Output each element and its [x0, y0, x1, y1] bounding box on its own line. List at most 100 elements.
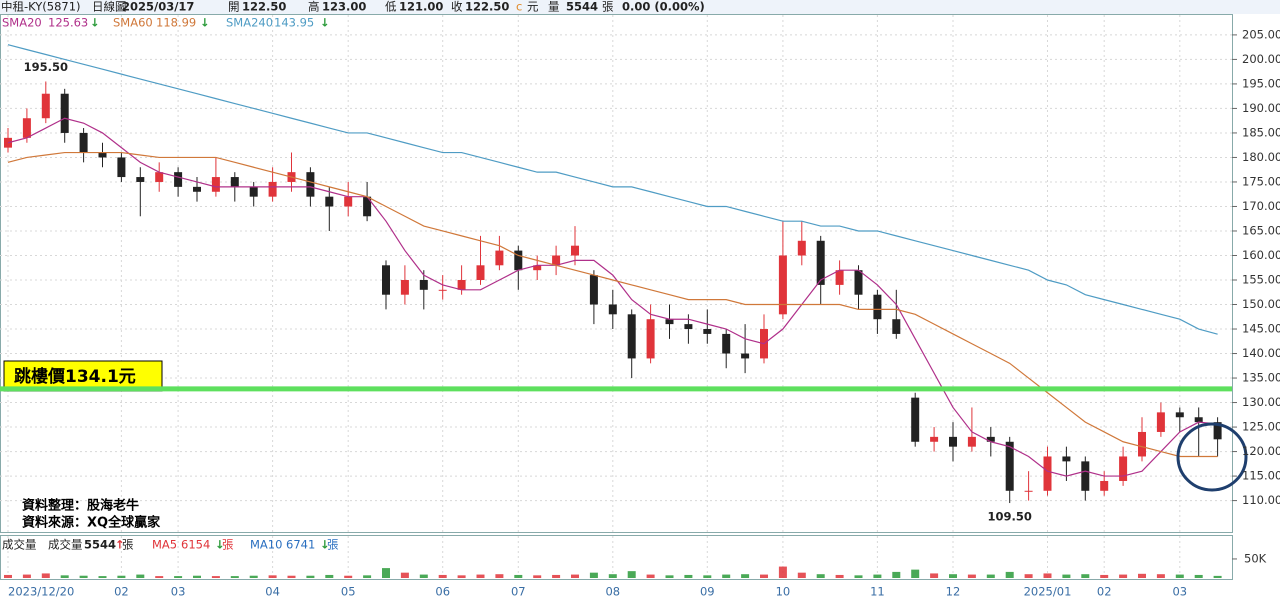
candle-body: [1175, 412, 1184, 418]
legend-trend: ↓: [320, 16, 330, 30]
candle-body: [438, 289, 447, 291]
high: 123.00: [322, 0, 366, 14]
volume-bar: [514, 574, 523, 578]
low-label: 低: [385, 0, 397, 14]
y-tick-label: 205.00: [1242, 27, 1280, 41]
x-tick-label: 12: [946, 585, 961, 598]
candle-body: [419, 280, 428, 290]
y-tick-label: 195.00: [1242, 76, 1280, 90]
open-label: 開: [228, 0, 240, 14]
volume-bar: [306, 575, 315, 578]
candle-body: [949, 436, 957, 447]
volume-bar: [438, 574, 447, 578]
open: 122.50: [242, 0, 286, 14]
volume-bar: [249, 575, 258, 578]
y-tick-label: 50K: [1244, 551, 1267, 565]
legend-value: 118.99: [156, 16, 196, 30]
candle-body: [230, 177, 239, 187]
y-tick-label: 110.00: [1242, 493, 1280, 507]
legend-value: 125.63: [48, 16, 88, 30]
candle-body: [552, 255, 561, 266]
volume-bar: [155, 576, 164, 578]
volume-bar: [608, 574, 617, 578]
candle-body: [816, 240, 825, 285]
y-tick-label: 165.00: [1242, 223, 1280, 237]
candle-body: [684, 324, 693, 330]
volume-bar: [949, 574, 957, 578]
volume-bar: [1194, 574, 1203, 578]
candle-body: [1119, 456, 1128, 481]
volume-bar: [722, 574, 731, 578]
x-tick-label: 07: [511, 585, 526, 598]
price-annotation: 195.50: [24, 60, 68, 74]
volume-series-label: 成交量: [48, 538, 83, 552]
volume-bar: [1119, 574, 1128, 578]
volume-bar: [1175, 574, 1184, 578]
price-panel: [0, 14, 1233, 533]
candle-body: [306, 172, 315, 197]
candle-body: [98, 152, 107, 158]
candle-body: [608, 304, 617, 315]
volume-bar: [1100, 574, 1109, 578]
volume-bar: [967, 574, 976, 578]
volume-bar: [741, 574, 750, 578]
note: 資料來源：XQ全球贏家: [22, 515, 161, 531]
volume-panel: [0, 535, 1233, 580]
candle-body: [571, 245, 579, 256]
volume-bar: [230, 576, 239, 578]
y-tick-label: 150.00: [1242, 297, 1280, 311]
volume-bar: [571, 574, 579, 578]
y-tick-label: 120.00: [1242, 444, 1280, 458]
volume-ma-trend: ↓: [320, 538, 330, 552]
volume-bar: [268, 575, 277, 578]
candle-body: [665, 319, 674, 325]
volume-ma-unit: 張: [222, 538, 234, 552]
volume-bar: [589, 572, 598, 578]
close-flag: c: [516, 0, 522, 14]
candle-body: [722, 333, 731, 354]
volume-bar: [136, 574, 145, 578]
volume-bar: [816, 574, 825, 578]
candle-body: [1100, 480, 1109, 491]
y-tick-label: 135.00: [1242, 371, 1280, 385]
candle-body: [741, 353, 750, 359]
highlight-circle: [1176, 422, 1248, 492]
candle-body: [533, 265, 542, 271]
candle-body: [873, 294, 882, 320]
volume-bar: [476, 574, 485, 578]
candle-body: [1043, 456, 1052, 491]
candle-body: [211, 177, 220, 192]
volume-bar: [400, 572, 409, 578]
x-tick-label: 10: [776, 585, 791, 598]
candle-body: [892, 319, 901, 334]
ma-line: [7, 151, 1218, 458]
y-tick-label: 145.00: [1242, 322, 1280, 336]
candle-body: [457, 280, 466, 290]
volume-bar: [684, 574, 693, 578]
volume-label: 量: [548, 0, 560, 14]
volume-bar: [703, 575, 712, 578]
candle-body: [268, 181, 277, 197]
volume-ma-value: 6154: [181, 538, 210, 552]
volume-bar: [1024, 574, 1033, 578]
x-tick-label: 04: [265, 585, 280, 598]
unit: 元: [527, 0, 539, 14]
x-tick-label: 11: [870, 585, 885, 598]
x-tick-label: 03: [1172, 585, 1187, 598]
callout-text: 跳樓價134.1元: [14, 366, 136, 387]
volume-bar: [457, 575, 466, 578]
volume-bar: [930, 573, 939, 578]
volume-bar: [854, 575, 863, 578]
candle-body: [646, 319, 655, 359]
legend-trend: ↓: [90, 16, 100, 30]
ma-line: [7, 44, 1218, 335]
volume-bar: [1138, 573, 1146, 578]
volume-unit: 張: [122, 538, 134, 552]
volume-bar: [193, 575, 201, 578]
volume-bar: [1156, 574, 1165, 578]
volume-bar: [211, 576, 220, 578]
volume: 5544: [566, 0, 598, 14]
candle-body: [495, 250, 504, 266]
volume-ma-name: MA5: [152, 538, 177, 552]
